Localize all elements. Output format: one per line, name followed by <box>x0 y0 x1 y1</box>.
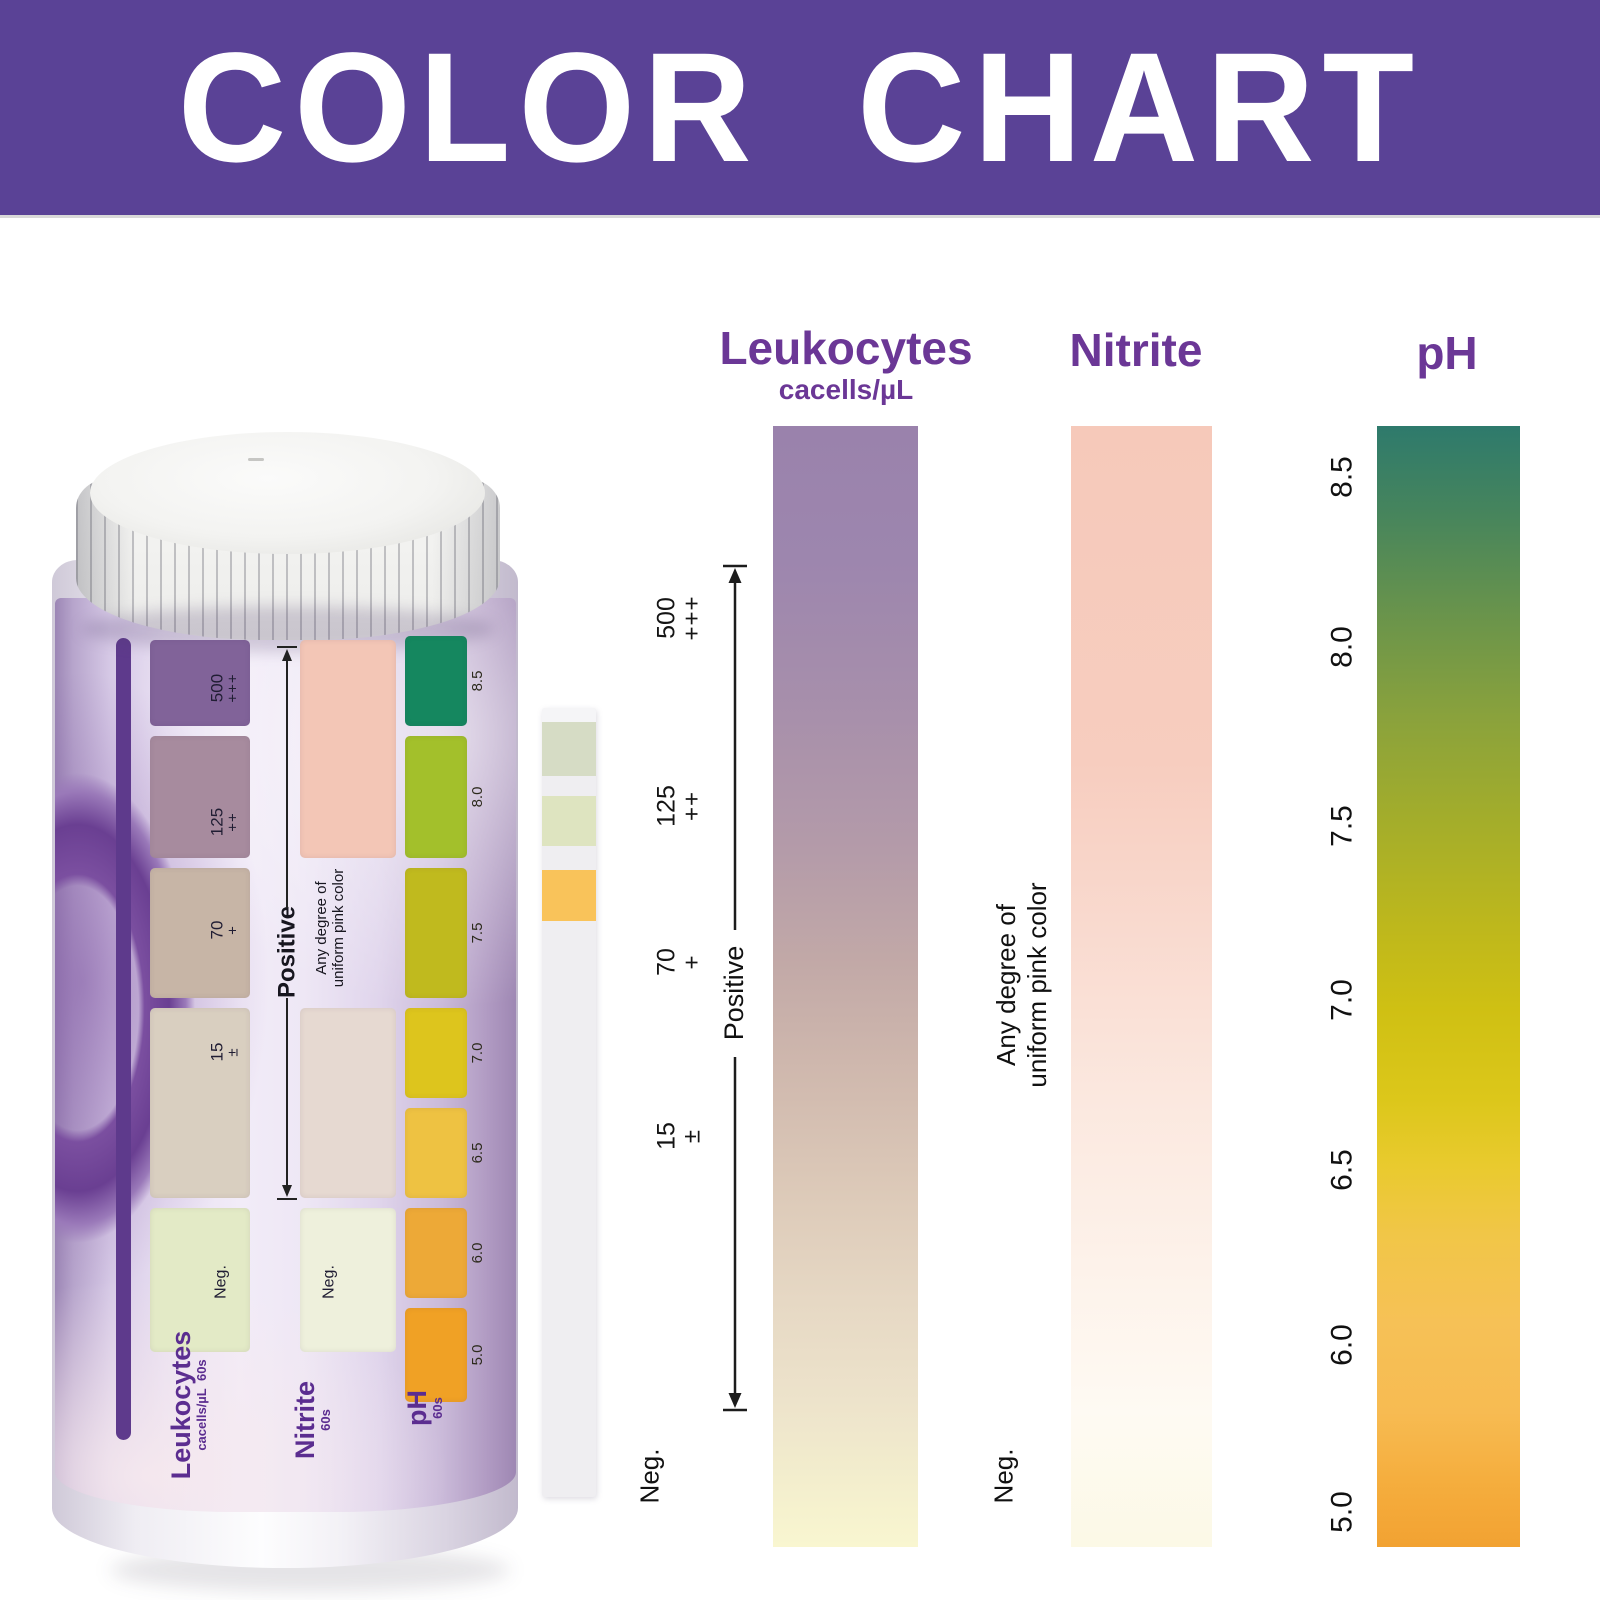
bottle-swatch-ph-7-0 <box>405 1008 467 1098</box>
leukocytes-tick-125: 125 ++ <box>652 785 706 827</box>
bottle-footer-ph: pH 60s <box>402 1390 445 1426</box>
leukocytes-tick-500: 500 +++ <box>652 595 706 641</box>
bottle-swatch-leukocytes-500 <box>150 640 250 726</box>
bottle-label-leukocytes-neg: Neg. <box>212 1265 230 1299</box>
bottle-tick-leukocytes-70: 70 + <box>207 920 243 940</box>
bottle-swatch-nitrite-neg <box>300 1208 396 1352</box>
ph-tick-5-0: 5.0 <box>1325 1491 1359 1533</box>
leukocytes-title: Leukocytes <box>719 322 973 374</box>
leukocytes-units: cacells/µL <box>778 374 914 405</box>
bottle-tick-ph-6-5: 6.5 <box>469 1142 487 1164</box>
bottle-swatch-leukocytes-125 <box>150 736 250 858</box>
bottle-swatch-ph-5-0 <box>405 1308 467 1402</box>
bottle-swatch-leukocytes-neg <box>150 1208 250 1352</box>
leukocytes-gradient-bar <box>773 426 918 1547</box>
test-strip <box>542 708 596 1497</box>
bottle-tick-ph-6-0: 6.0 <box>469 1242 487 1264</box>
page-title: COLOR CHART <box>177 19 1423 195</box>
label-purple-stripe <box>116 638 131 1440</box>
leukocytes-positive-label: Positive <box>718 945 749 1041</box>
banner: COLOR CHART <box>0 0 1600 215</box>
bottle-tick-ph-8-5: 8.5 <box>469 670 487 692</box>
ph-tick-7-5: 7.5 <box>1325 805 1359 847</box>
bottle-swatch-ph-6-0 <box>405 1208 467 1298</box>
nitrite-neg-label: Neg. <box>988 1448 1019 1504</box>
test-strip-pad-leukocytes <box>542 722 596 776</box>
bottle-footer-nitrite: Nitrite 60s <box>290 1380 333 1460</box>
ph-tick-8-5: 8.5 <box>1325 456 1359 498</box>
bottle-swatch-ph-8-0 <box>405 736 467 858</box>
leukocytes-tick-70: 70 + <box>652 948 706 976</box>
test-strip-pad-nitrite <box>542 796 596 846</box>
ph-tick-8-0: 8.0 <box>1325 626 1359 668</box>
bottle-label-nitrite-neg: Neg. <box>320 1265 338 1299</box>
bottle-swatch-ph-7-5 <box>405 868 467 998</box>
bottle-swatch-nitrite-trace <box>300 1008 396 1198</box>
bottle-cap-mark <box>248 458 264 461</box>
ph-gradient-bar <box>1377 426 1520 1547</box>
ph-tick-6-0: 6.0 <box>1325 1324 1359 1366</box>
ph-tick-6-5: 6.5 <box>1325 1149 1359 1191</box>
nitrite-note: Any degree of uniform pink color <box>991 882 1052 1088</box>
bottle-tick-ph-5-0: 5.0 <box>469 1344 487 1366</box>
bottle-swatch-nitrite-positive <box>300 640 396 858</box>
bottle-swatch-ph-8-5 <box>405 636 467 726</box>
bottle-tick-ph-8-0: 8.0 <box>469 786 487 808</box>
nitrite-gradient-bar <box>1071 426 1212 1547</box>
ph-tick-7-0: 7.0 <box>1325 979 1359 1021</box>
bottle-note-nitrite: Any degree of uniform pink color <box>313 868 347 988</box>
bottle-tick-ph-7-5: 7.5 <box>469 922 487 944</box>
bottle-tick-leukocytes-125: 125 ++ <box>207 807 243 837</box>
bottle-swatch-ph-6-5 <box>405 1108 467 1198</box>
test-strip-top <box>542 708 596 722</box>
bottle-tick-leukocytes-500: 500 +++ <box>207 673 243 703</box>
leukocytes-tick-15: 15 ± <box>652 1122 706 1150</box>
bottle-tick-ph-7-0: 7.0 <box>469 1042 487 1064</box>
leukocytes-neg-label: Neg. <box>634 1448 665 1504</box>
bottle-swatch-leukocytes-70 <box>150 868 250 998</box>
bottle-footer-leukocytes: Leukocytes cacells/µL 60s <box>166 1330 209 1480</box>
test-strip-pad-ph <box>542 870 596 921</box>
bottle-cap-top <box>90 432 485 554</box>
ph-title: pH <box>1416 327 1478 379</box>
bottle-label-positive: Positive <box>273 905 301 999</box>
nitrite-title: Nitrite <box>1069 324 1203 376</box>
bottle-tick-leukocytes-15: 15 ± <box>207 1042 243 1062</box>
bottle-swatch-leukocytes-15 <box>150 1008 250 1198</box>
banner-divider <box>0 215 1600 218</box>
